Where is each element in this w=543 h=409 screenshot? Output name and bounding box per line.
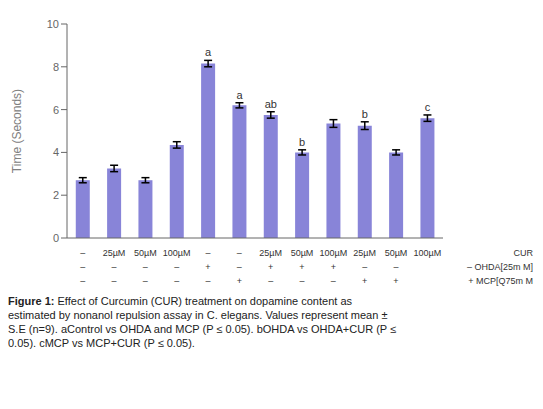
svg-text:b: b	[299, 136, 305, 148]
svg-text:–: –	[205, 248, 210, 258]
svg-text:–: –	[237, 248, 242, 258]
svg-text:–: –	[331, 276, 336, 286]
svg-text:–: –	[299, 276, 304, 286]
svg-text:+: +	[299, 262, 304, 272]
svg-text:50µM: 50µM	[134, 248, 157, 258]
svg-text:–: –	[237, 262, 242, 272]
svg-text:CUR: CUR	[514, 248, 534, 258]
svg-text:–: –	[174, 262, 179, 272]
svg-text:+: +	[393, 276, 398, 286]
svg-text:2: 2	[53, 189, 59, 201]
svg-text:25µM: 25µM	[353, 248, 376, 258]
svg-text:–: –	[80, 262, 85, 272]
svg-text:–: –	[111, 262, 116, 272]
svg-text:–: –	[80, 248, 85, 258]
svg-text:Time (Seconds): Time (Seconds)	[10, 89, 24, 173]
svg-text:a: a	[236, 89, 243, 101]
svg-text:–: –	[80, 276, 85, 286]
svg-text:4: 4	[53, 146, 59, 158]
svg-text:+: +	[362, 276, 367, 286]
svg-text:10: 10	[47, 18, 59, 30]
svg-text:+: +	[237, 276, 242, 286]
html-text:S.E (n=9). aControl vs OHDA an: S.E (n=9). aControl vs OHDA and MCP (P ≤…	[8, 323, 396, 335]
svg-text:a: a	[205, 46, 212, 58]
svg-text:b: b	[362, 108, 368, 120]
svg-text:+: +	[268, 262, 273, 272]
svg-text:25µM: 25µM	[259, 248, 282, 258]
svg-text:+ MCP[Q75m M: + MCP[Q75m M	[468, 276, 533, 286]
svg-text:25µM: 25µM	[103, 248, 126, 258]
svg-text:+: +	[331, 262, 336, 272]
svg-text:0: 0	[53, 232, 59, 244]
svg-text:50µM: 50µM	[291, 248, 314, 258]
svg-text:100µM: 100µM	[413, 248, 441, 258]
svg-text:50µM: 50µM	[385, 248, 408, 258]
svg-text:–: –	[143, 262, 148, 272]
html-text:0.05). cMCP vs MCP+CUR (P ≤ 0.: 0.05). cMCP vs MCP+CUR (P ≤ 0.05).	[8, 337, 195, 349]
svg-text:c: c	[425, 101, 431, 113]
svg-text:100µM: 100µM	[163, 248, 191, 258]
svg-text:8: 8	[53, 61, 59, 73]
svg-text:6: 6	[53, 104, 59, 116]
svg-text:–: –	[111, 276, 116, 286]
svg-text:–: –	[143, 276, 148, 286]
svg-text:–: –	[393, 262, 398, 272]
svg-text:–: –	[205, 276, 210, 286]
html-text:Figure 1: Effect of Curcumin (: Figure 1: Effect of Curcumin (CUR) treat…	[8, 295, 352, 307]
svg-text:–: –	[362, 262, 367, 272]
svg-text:+: +	[205, 262, 210, 272]
svg-text:–: –	[268, 276, 273, 286]
svg-text:– OHDA[25m M]: – OHDA[25m M]	[467, 262, 533, 272]
svg-text:–: –	[174, 276, 179, 286]
html-text:estimated by nonanol repulsion: estimated by nonanol repulsion assay in …	[8, 309, 388, 321]
svg-text:100µM: 100µM	[319, 248, 347, 258]
svg-text:ab: ab	[265, 98, 277, 110]
